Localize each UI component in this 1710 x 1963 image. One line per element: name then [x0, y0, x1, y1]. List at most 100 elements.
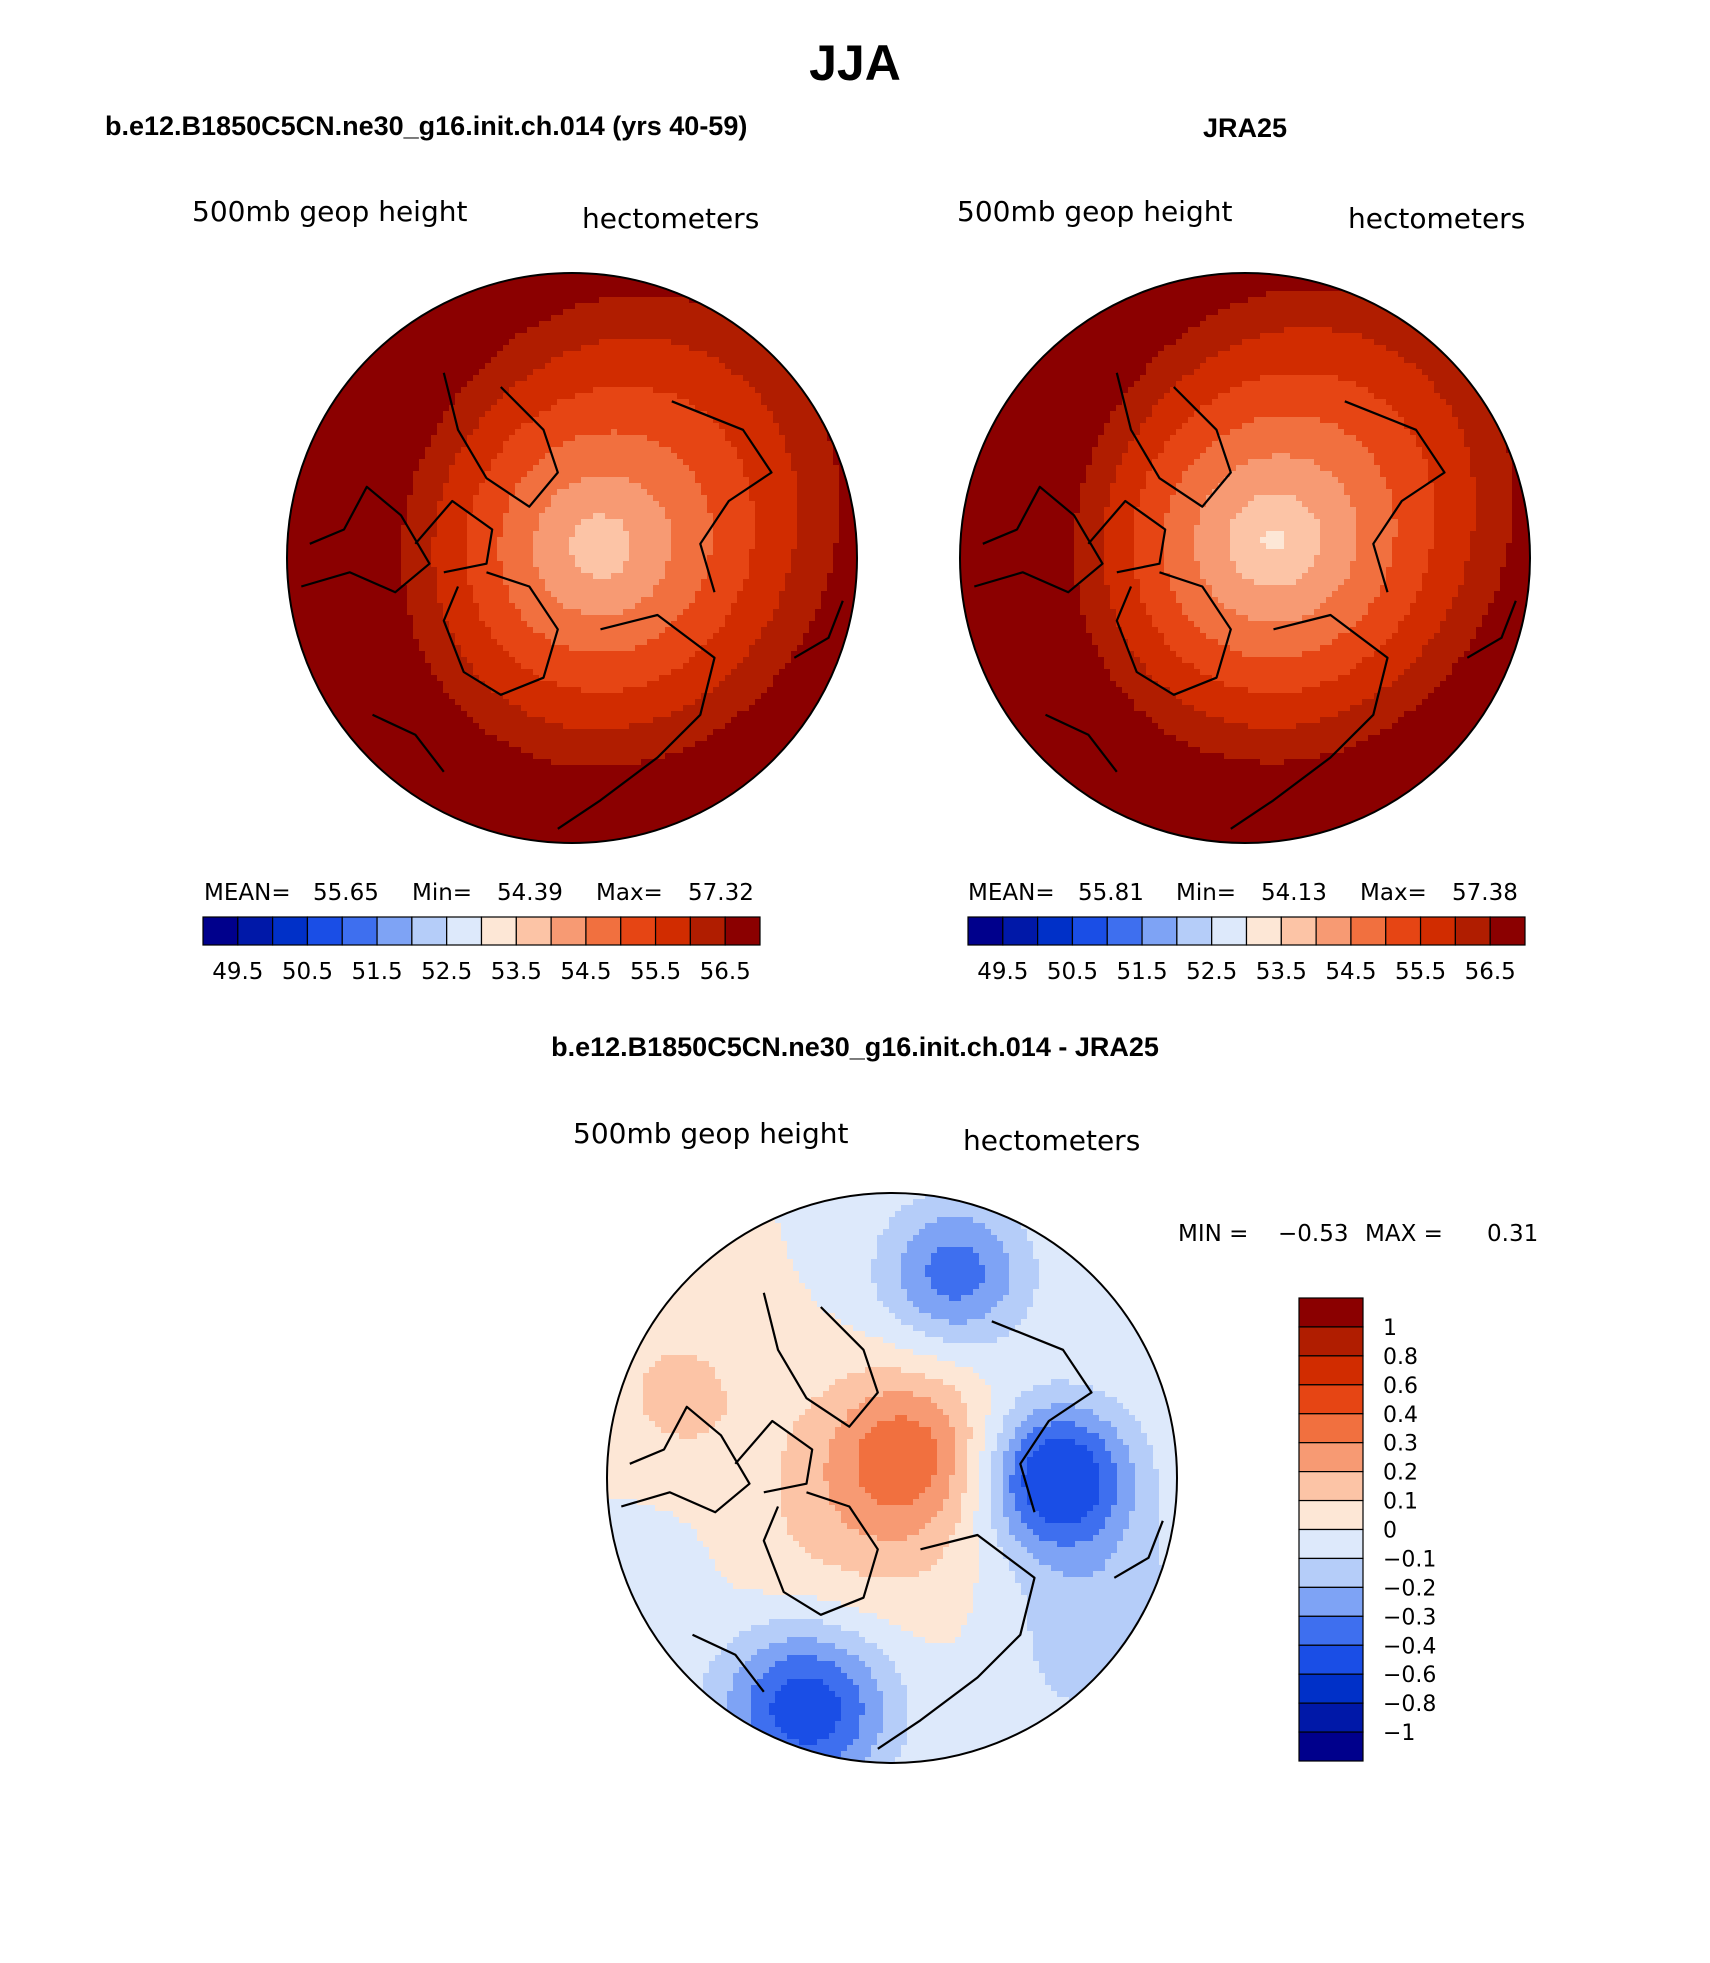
field-cell [551, 279, 558, 286]
field-cell [515, 393, 522, 400]
field-cell [575, 291, 582, 298]
field-cell [719, 621, 726, 628]
field-cell [689, 465, 696, 472]
field-cell [827, 495, 834, 502]
field-cell [599, 411, 606, 418]
field-cell [389, 579, 396, 586]
field-cell [623, 513, 630, 520]
field-cell [485, 465, 492, 472]
field-cell [629, 495, 636, 502]
field-cell [509, 411, 516, 418]
field-cell [551, 597, 558, 604]
field-cell [623, 351, 630, 358]
field-cell [449, 291, 456, 298]
field-cell [491, 597, 498, 604]
field-cell [767, 381, 774, 388]
field-cell [713, 345, 720, 352]
field-cell [791, 555, 798, 562]
field-cell [743, 609, 750, 616]
field-cell [803, 513, 810, 520]
field-cell [677, 453, 684, 460]
field-cell [473, 477, 480, 484]
field-cell [593, 399, 600, 406]
field-cell [755, 555, 762, 562]
field-cell [665, 531, 672, 538]
field-cell [713, 327, 720, 334]
field-cell [635, 627, 642, 634]
field-cell [353, 441, 360, 448]
field-cell [425, 453, 432, 460]
field-cell [623, 309, 630, 316]
field-cell [347, 471, 354, 478]
field-cell [395, 537, 402, 544]
field-cell [611, 333, 618, 340]
field-cell [575, 435, 582, 442]
field-cell [725, 543, 732, 550]
field-cell [611, 291, 618, 298]
field-cell [725, 327, 732, 334]
field-cell [503, 633, 510, 640]
field-cell [629, 357, 636, 364]
field-cell [707, 465, 714, 472]
field-cell [635, 381, 642, 388]
field-cell [659, 621, 666, 628]
field-cell [803, 591, 810, 598]
field-cell [371, 387, 378, 394]
field-cell [611, 519, 618, 526]
field-cell [485, 351, 492, 358]
field-cell [491, 309, 498, 316]
field-cell [509, 399, 516, 406]
field-cell [539, 351, 546, 358]
field-cell [335, 627, 342, 634]
field-cell [437, 543, 444, 550]
field-cell [755, 489, 762, 496]
field-cell [845, 513, 852, 520]
field-cell [599, 345, 606, 352]
field-cell [509, 477, 516, 484]
field-cell [419, 615, 426, 622]
field-cell [647, 327, 654, 334]
field-cell [389, 435, 396, 442]
field-cell [413, 411, 420, 418]
field-cell [719, 477, 726, 484]
field-cell [389, 447, 396, 454]
field-cell [503, 495, 510, 502]
field-cell [383, 495, 390, 502]
field-cell [815, 417, 822, 424]
field-cell [305, 555, 312, 562]
field-cell [503, 351, 510, 358]
field-cell [671, 381, 678, 388]
field-cell [713, 573, 720, 580]
field-cell [539, 369, 546, 376]
field-cell [599, 393, 606, 400]
field-cell [443, 633, 450, 640]
field-cell [437, 561, 444, 568]
field-cell [671, 405, 678, 412]
field-cell [413, 321, 420, 328]
field-cell [635, 585, 642, 592]
field-cell [329, 585, 336, 592]
field-cell [677, 597, 684, 604]
field-cell [581, 399, 588, 406]
field-cell [593, 561, 600, 568]
field-cell [527, 441, 534, 448]
field-cell [395, 597, 402, 604]
field-cell [845, 543, 852, 550]
field-cell [665, 411, 672, 418]
field-cell [683, 591, 690, 598]
field-cell [563, 549, 570, 556]
field-cell [563, 543, 570, 550]
field-cell [359, 585, 366, 592]
field-cell [731, 573, 738, 580]
field-cell [497, 381, 504, 388]
field-cell [389, 363, 396, 370]
field-cell [521, 471, 528, 478]
field-cell [479, 333, 486, 340]
field-cell [623, 423, 630, 430]
field-cell [491, 357, 498, 364]
field-cell [515, 531, 522, 538]
field-cell [761, 411, 768, 418]
field-cell [425, 441, 432, 448]
field-cell [377, 507, 384, 514]
field-cell [767, 609, 774, 616]
